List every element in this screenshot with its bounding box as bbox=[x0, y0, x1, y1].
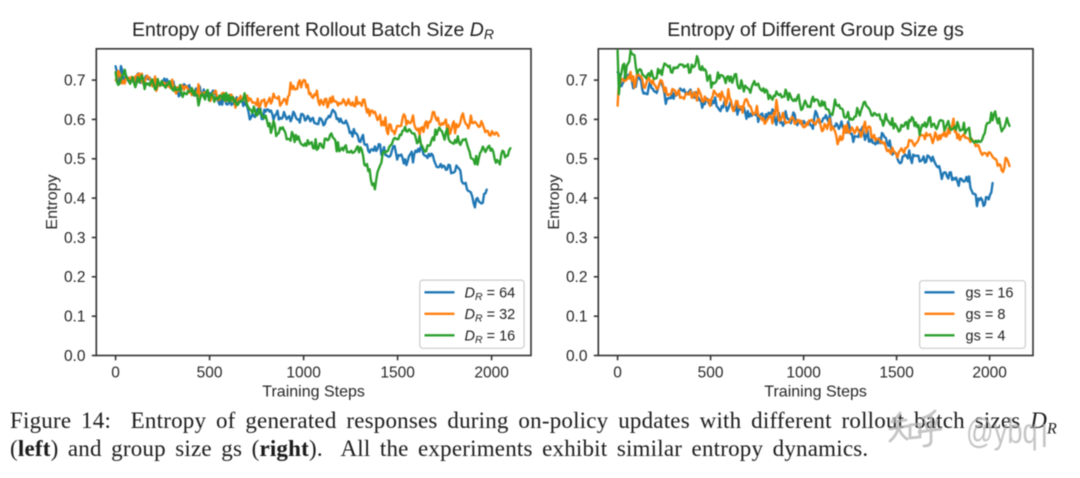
svg-text:Entropy: Entropy bbox=[546, 174, 563, 229]
svg-text:2000: 2000 bbox=[474, 365, 509, 382]
svg-text:0.4: 0.4 bbox=[64, 191, 86, 208]
svg-text:0.0: 0.0 bbox=[566, 348, 588, 365]
svg-text:0.6: 0.6 bbox=[566, 112, 588, 129]
svg-text:0.3: 0.3 bbox=[566, 230, 588, 247]
svg-text:0.2: 0.2 bbox=[566, 269, 588, 286]
svg-text:Training Steps: Training Steps bbox=[262, 384, 365, 401]
svg-text:0.5: 0.5 bbox=[64, 151, 86, 168]
svg-text:Entropy of Different Rollout B: Entropy of Different Rollout Batch Size … bbox=[132, 19, 494, 42]
svg-text:Training Steps: Training Steps bbox=[764, 384, 867, 401]
svg-text:0.3: 0.3 bbox=[64, 230, 86, 247]
svg-text:1500: 1500 bbox=[380, 365, 415, 382]
svg-text:500: 500 bbox=[698, 365, 724, 382]
svg-text:0.1: 0.1 bbox=[64, 309, 86, 326]
svg-text:DR = 64: DR = 64 bbox=[465, 285, 516, 303]
svg-text:Entropy of Different Group Siz: Entropy of Different Group Size gs bbox=[667, 19, 964, 41]
svg-text:0.7: 0.7 bbox=[566, 73, 588, 90]
svg-text:2000: 2000 bbox=[972, 365, 1007, 382]
svg-text:gs = 4: gs = 4 bbox=[966, 328, 1006, 344]
svg-text:0.1: 0.1 bbox=[566, 309, 588, 326]
svg-text:DR = 16: DR = 16 bbox=[465, 328, 516, 346]
svg-text:gs = 8: gs = 8 bbox=[966, 307, 1006, 323]
svg-text:Entropy: Entropy bbox=[44, 174, 61, 229]
svg-text:0.5: 0.5 bbox=[566, 151, 588, 168]
svg-text:500: 500 bbox=[197, 365, 223, 382]
svg-text:1500: 1500 bbox=[879, 365, 914, 382]
svg-text:0.6: 0.6 bbox=[64, 112, 86, 129]
svg-text:@ybq: @ybq bbox=[966, 412, 1038, 451]
svg-text:0.0: 0.0 bbox=[64, 348, 86, 365]
svg-text:0.7: 0.7 bbox=[64, 73, 86, 90]
svg-text:0: 0 bbox=[111, 365, 120, 382]
svg-text:0: 0 bbox=[613, 365, 622, 382]
svg-text:0.2: 0.2 bbox=[64, 269, 86, 286]
svg-text:1000: 1000 bbox=[286, 365, 321, 382]
svg-text:1000: 1000 bbox=[786, 365, 821, 382]
svg-text:0.4: 0.4 bbox=[566, 191, 588, 208]
svg-text:gs = 16: gs = 16 bbox=[966, 285, 1014, 301]
svg-text:DR = 32: DR = 32 bbox=[465, 307, 516, 325]
